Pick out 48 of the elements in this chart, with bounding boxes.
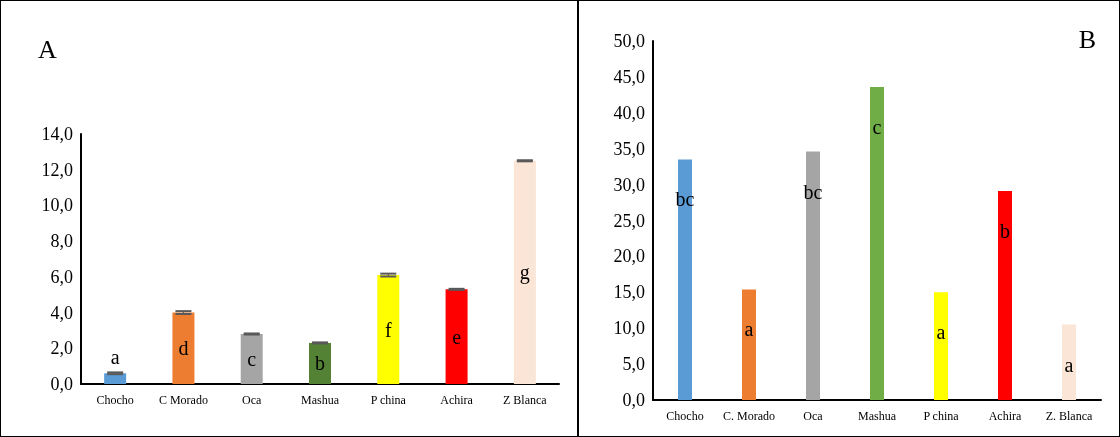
x-tick-label: Chocho: [666, 409, 704, 423]
data-label: d: [178, 337, 189, 360]
x-tick-label: Oca: [242, 393, 263, 407]
x-tick-label: Mashua: [301, 393, 340, 407]
x-tick-label: P china: [370, 393, 407, 407]
x-tick-label: Z. Blanca: [1045, 409, 1093, 423]
x-tick-label: Oca: [803, 409, 824, 423]
data-label: a: [936, 321, 946, 344]
data-label: c: [247, 348, 257, 370]
x-tick-label: P china: [923, 409, 960, 423]
y-tick-label: 2,0: [50, 338, 73, 359]
data-label: f: [384, 318, 392, 341]
y-tick-label: 20,0: [613, 246, 645, 267]
y-tick-label: 10,0: [41, 195, 73, 216]
data-label: e: [452, 325, 462, 348]
y-tick-label: 0,0: [50, 374, 73, 394]
y-tick-label: 12,0: [41, 159, 73, 180]
y-tick-label: 6,0: [50, 266, 73, 287]
x-tick-label: Achira: [988, 409, 1022, 423]
data-label: g: [519, 261, 530, 285]
y-tick-label: 45,0: [613, 66, 645, 87]
data-label: a: [110, 346, 120, 369]
data-label: bc: [803, 180, 823, 203]
y-tick-label: 8,0: [50, 231, 73, 252]
data-label: b: [315, 352, 325, 375]
y-tick-label: 30,0: [613, 174, 645, 195]
x-tick-label: Achira: [440, 393, 474, 407]
y-tick-label: 35,0: [613, 138, 645, 159]
x-tick-label: C Morado: [158, 393, 208, 407]
y-tick-label: 25,0: [613, 210, 645, 231]
y-tick-label: 5,0: [622, 354, 645, 375]
y-tick-label: 0,0: [622, 390, 645, 410]
y-tick-label: 14,0: [41, 124, 73, 144]
x-tick-label: Chocho: [96, 393, 134, 407]
y-tick-label: 40,0: [613, 102, 645, 123]
y-tick-label: 4,0: [50, 302, 73, 323]
x-tick-label: C. Morado: [723, 409, 775, 423]
x-tick-label: Mashua: [858, 409, 897, 423]
y-tick-label: 15,0: [613, 282, 645, 303]
chart-title: A: [38, 34, 57, 64]
x-tick-label: Z Blanca: [503, 393, 548, 407]
y-tick-label: 10,0: [613, 318, 645, 339]
data-label: c: [872, 115, 882, 138]
data-label: a: [744, 318, 754, 341]
chart-title: B: [1078, 24, 1096, 54]
data-label: a: [1064, 353, 1074, 376]
data-label: b: [1000, 220, 1010, 243]
y-tick-label: 50,0: [613, 31, 645, 51]
